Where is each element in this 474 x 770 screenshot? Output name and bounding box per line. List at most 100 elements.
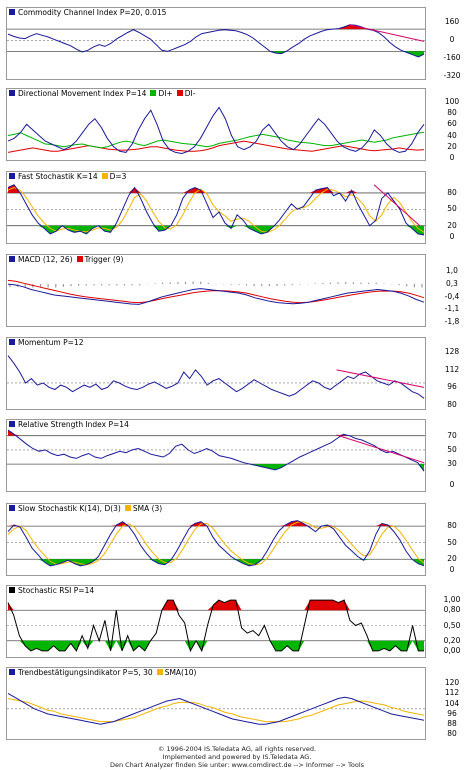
plot-frame (6, 667, 426, 740)
indicator-plot (7, 599, 425, 653)
histogram-bar (47, 284, 49, 288)
histogram-bar (139, 284, 141, 286)
y-tick-label: 30 (447, 459, 457, 469)
title-marker-icon (9, 587, 15, 593)
title-marker-icon (9, 9, 15, 15)
histogram-bar (314, 283, 316, 285)
series-line-1 (7, 283, 425, 305)
legend-swatch (156, 669, 163, 675)
histogram-bar (70, 284, 72, 287)
panel-title: Stochastic RSI P=14 (9, 586, 94, 595)
panel-title: Fast Stochastik K=14 D=3 (9, 172, 126, 181)
histogram-bar (184, 281, 187, 285)
overbought-fill (8, 430, 424, 436)
title-marker-icon (9, 339, 15, 345)
title-marker-icon (9, 505, 15, 511)
y-tick-label: 0,80 (443, 605, 461, 615)
oversold-fill (8, 225, 424, 235)
series-line-1 (7, 429, 425, 472)
legend-label: D=3 (109, 172, 127, 181)
series-line-2 (7, 131, 425, 149)
histogram-bar (161, 282, 164, 285)
y-tick-label: 96 (447, 708, 457, 718)
panel-title: Commodity Channel Index P=20, 0.015 (9, 8, 166, 17)
histogram-bar (55, 284, 57, 288)
y-tick-label: -1,1 (444, 304, 460, 314)
indicator-plot (7, 355, 425, 399)
indicator-plot (7, 184, 425, 236)
histogram-bar (352, 282, 354, 285)
y-tick-label: 160 (444, 17, 460, 27)
y-tick-label: 0,3 (446, 279, 458, 289)
histogram-bar (154, 283, 156, 285)
panel-title: Relative Strength Index P=14 (9, 420, 129, 429)
y-tick-label: 0 (449, 565, 455, 575)
indicator-plot (7, 279, 425, 305)
indicator-panel-8: Stochastic RSI P=14 1,00 0,80 0,50 0,20 0,00 (6, 585, 460, 658)
histogram-bar (200, 281, 202, 285)
plot-frame (6, 88, 426, 161)
indicator-panel-2: Directional Movement Index P=14 DI+ DI- 100… (6, 88, 459, 162)
histogram-bar (367, 282, 370, 285)
y-tick-label: 88 (447, 719, 457, 729)
y-tick-label: 0,50 (443, 620, 461, 630)
legend-label: SMA (3) (132, 504, 163, 513)
y-tick-label: 40 (447, 130, 457, 140)
title-marker-icon (9, 669, 15, 675)
y-tick-label: 112 (444, 688, 460, 698)
trend-line (336, 369, 425, 388)
title-marker-icon (9, 256, 15, 262)
panel-title: MACD (12, 26) Trigger (9) (9, 255, 123, 264)
y-tick-label: -1,8 (444, 317, 460, 327)
panel-title: Momentum P=12 (9, 338, 83, 347)
series-line-1 (7, 599, 424, 653)
panel-title-text: Commodity Channel Index P=20, 0.015 (18, 8, 167, 17)
trend-line (349, 24, 425, 42)
histogram-bar (291, 284, 293, 286)
y-tick-label: 1,00 (443, 595, 461, 605)
series-line-1 (7, 355, 425, 399)
histogram-bar (85, 284, 87, 286)
y-tick-label: -320 (443, 70, 461, 80)
series-line-1 (7, 520, 425, 567)
y-tick-label: 20 (447, 141, 457, 151)
histogram-bar (169, 282, 171, 285)
indicator-panel-5: Momentum P=12 128 112 96 80 (6, 337, 459, 410)
overbought-fill (8, 520, 424, 527)
histogram-bar (245, 284, 248, 286)
series-line-1 (7, 24, 425, 58)
panel-title: Trendbestätigungsindikator P=5, 30 SMA(10… (9, 668, 196, 677)
histogram-bar (177, 282, 179, 285)
panel-title-text: Fast Stochastik K=14 (18, 172, 98, 181)
title-marker-icon (9, 90, 15, 96)
histogram-bar (253, 284, 255, 287)
y-tick-label: 0 (449, 231, 455, 241)
legend-label: DI- (184, 89, 196, 98)
y-tick-label: 100 (444, 96, 460, 106)
indicator-panel-4: MACD (12, 26) Trigger (9) 1,0 0,3 -0,4 -1,1 -1… (6, 254, 459, 327)
legend-swatch (150, 90, 157, 96)
y-tick-label: 0,20 (443, 635, 461, 645)
histogram-bar (230, 284, 232, 285)
histogram-bar (337, 282, 339, 285)
histogram-bar (131, 284, 133, 286)
panel-title-text: Slow Stochastik K(14), D(3) (18, 504, 121, 513)
legend-swatch (101, 173, 108, 179)
series-line-1 (7, 106, 425, 155)
footer-powered: Implemented and powered by IS.Teledata A… (162, 753, 312, 761)
y-tick-label: 128 (444, 347, 460, 357)
title-marker-icon (9, 421, 15, 427)
histogram-bar (100, 284, 103, 286)
histogram-bar (413, 284, 415, 288)
y-tick-label: 0 (449, 35, 455, 45)
histogram-bar (116, 284, 118, 286)
y-tick-label: 80 (447, 187, 457, 197)
histogram-bar (299, 284, 301, 285)
histogram-bar (108, 284, 110, 286)
footer: © 1996-2004 IS.Teledata AG, all rights r… (0, 745, 474, 769)
overbought-fill (8, 600, 424, 611)
histogram-bar (238, 284, 240, 285)
series-line-2 (7, 698, 425, 723)
indicator-plot (7, 106, 425, 155)
histogram-bar (268, 284, 271, 287)
